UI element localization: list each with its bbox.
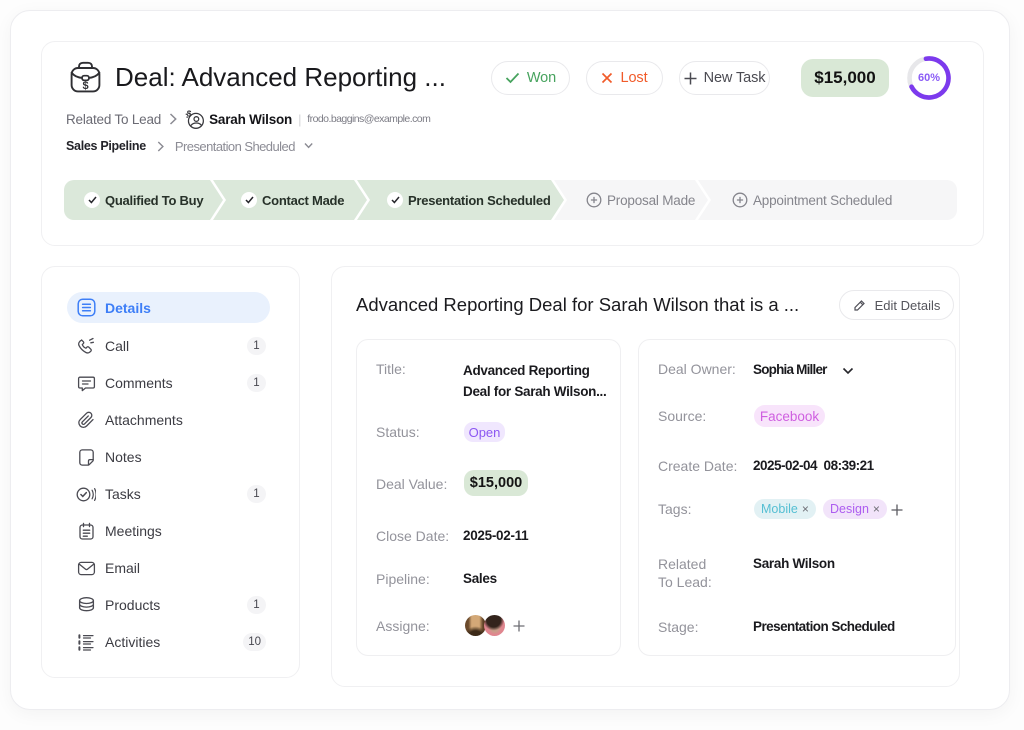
svg-text:$: $ bbox=[82, 80, 88, 92]
svg-text:$: $ bbox=[187, 109, 192, 118]
